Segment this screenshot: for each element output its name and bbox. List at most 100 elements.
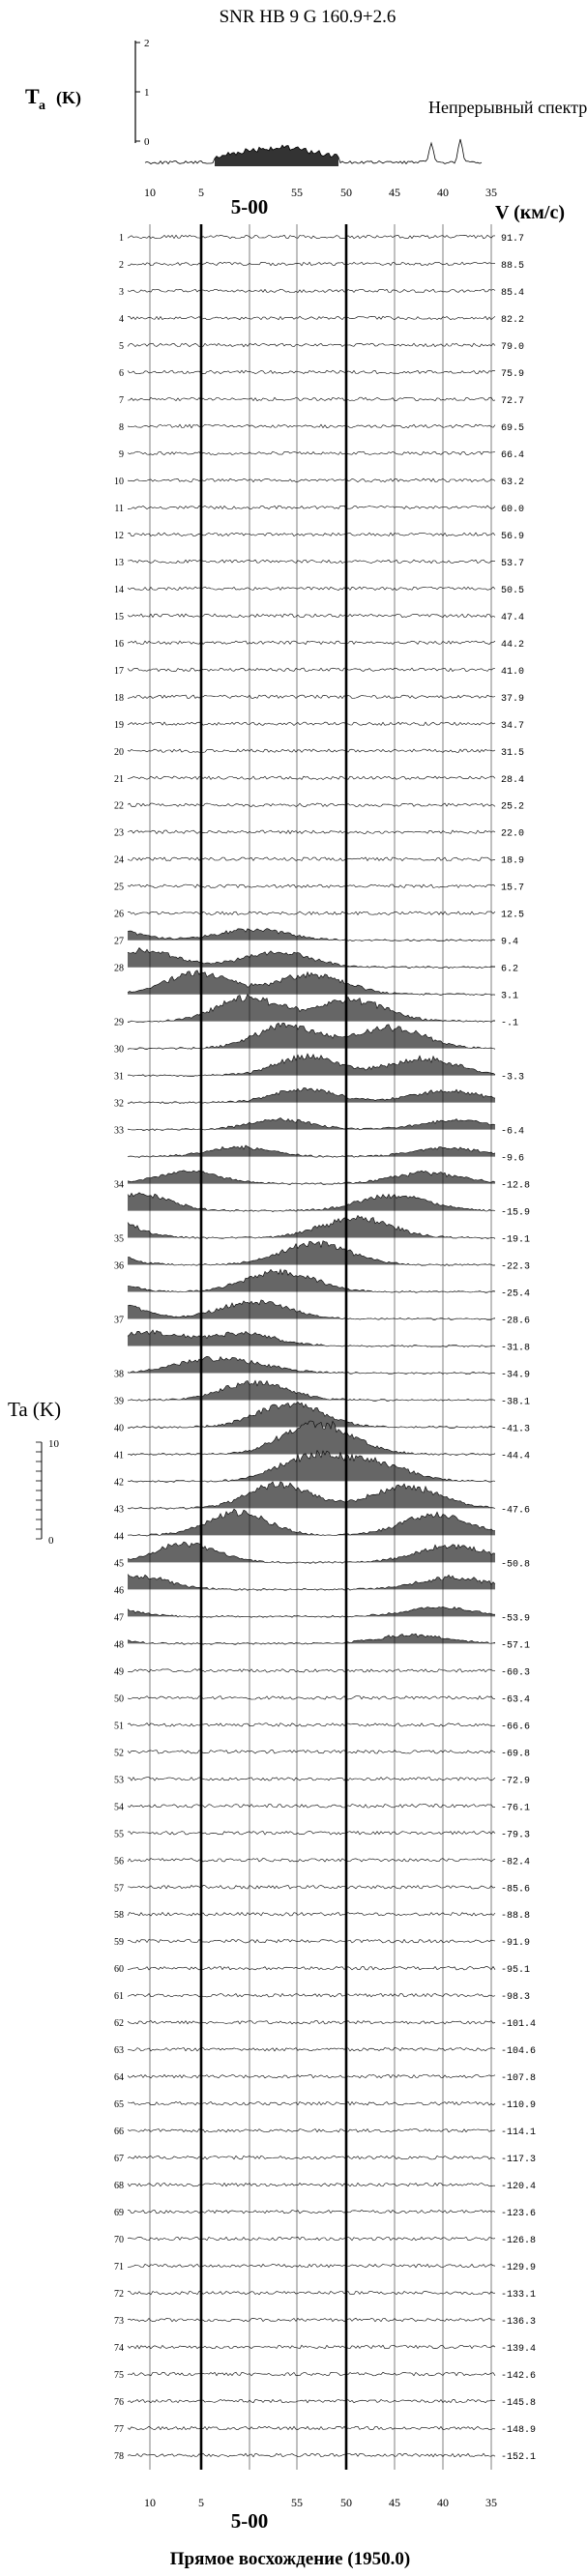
channel-row: 37 -28.6 [114, 1299, 530, 1327]
channel-spectrum [127, 1668, 496, 1673]
channel-velocity: -72.9 [501, 1776, 530, 1786]
channel-number: 67 [114, 2154, 124, 2164]
channel-spectrum [127, 802, 496, 807]
channel-spectrum [127, 532, 496, 537]
channel-number: 15 [114, 612, 124, 622]
channel-number: 72 [114, 2289, 124, 2300]
channel-spectrum [127, 2263, 496, 2269]
channel-spectrum [127, 342, 496, 348]
channel-velocity: -53.9 [501, 1613, 530, 1624]
channel-row: 44 [114, 1508, 496, 1542]
channel-spectrum [127, 586, 496, 591]
channel-velocity: -25.4 [501, 1289, 530, 1300]
emission-fill [128, 947, 495, 969]
channel-number: 43 [114, 1504, 124, 1515]
channel-number: 47 [114, 1612, 124, 1623]
channel-velocity: -107.8 [501, 2073, 536, 2084]
channel-number: 9 [119, 449, 124, 460]
channel-spectrum [127, 2452, 496, 2458]
channel-velocity: -139.4 [501, 2344, 536, 2355]
emission-fill [128, 1117, 495, 1131]
channel-velocity: 9.4 [501, 938, 518, 948]
channel-velocity: -69.8 [501, 1749, 530, 1759]
channel-number: 32 [114, 1099, 124, 1110]
channel-row: 21 28.4 [114, 774, 524, 786]
channel-row: 17 41.0 [114, 666, 524, 678]
channel-spectrum [127, 775, 496, 780]
channel-spectrum [127, 1541, 496, 1564]
channel-number: 29 [114, 1018, 124, 1028]
channel-row: 69 -123.6 [114, 2208, 536, 2219]
channel-row: 22 25.2 [114, 801, 524, 813]
channel-number: 60 [114, 1964, 124, 1975]
channel-spectrum [127, 1401, 496, 1429]
channel-number: 3 [119, 287, 124, 298]
channel-spectrum [127, 1192, 496, 1212]
channel-row: 16 44.2 [114, 639, 524, 651]
channel-spectrum [127, 883, 496, 888]
channel-number: 49 [114, 1666, 124, 1677]
emission-fill [128, 1402, 495, 1429]
channel-velocity: -145.8 [501, 2398, 536, 2409]
channel-row: 14 50.5 [114, 585, 524, 596]
channel-spectrum [127, 505, 496, 510]
channel-spectrum [127, 667, 496, 672]
channel-row: 32 [114, 1087, 496, 1110]
channel-row: 11 60.0 [114, 504, 524, 515]
channel-number: 36 [114, 1261, 124, 1272]
channel-number: 41 [114, 1450, 124, 1461]
channel-spectrum [127, 829, 496, 835]
channel-velocity: -57.1 [501, 1640, 530, 1651]
channel-velocity: 41.0 [501, 667, 524, 678]
channel-number: 42 [114, 1477, 124, 1488]
channel-spectrum [127, 369, 496, 375]
channel-spectrum [127, 1053, 496, 1077]
channel-velocity: -12.8 [501, 1181, 530, 1192]
channel-spectrum [127, 2236, 496, 2242]
ra-tick-label: 40 [437, 186, 449, 199]
channel-row: -31.8 [127, 1329, 530, 1354]
channel-velocity: -114.1 [501, 2127, 536, 2138]
channel-spectrum [127, 1329, 496, 1347]
channel-row: 68 -120.4 [114, 2181, 536, 2192]
channel-spectrum [127, 856, 496, 861]
channel-number: 30 [114, 1045, 124, 1056]
channel-velocity: -129.9 [501, 2263, 536, 2273]
channel-row: 43 -47.6 [114, 1481, 530, 1516]
channel-spectrum [127, 2073, 496, 2079]
channel-velocity: -15.9 [501, 1208, 530, 1219]
channel-row: 36 -22.3 [114, 1240, 530, 1273]
channel-number: 63 [114, 2045, 124, 2056]
channel-row: 19 34.7 [114, 720, 524, 732]
channel-row: -25.4 [127, 1268, 530, 1300]
scale-bar-tick-10: 10 [48, 1438, 60, 1450]
ra-tick-label: 55 [291, 2496, 303, 2509]
emission-fill [128, 1299, 495, 1320]
emission-fill [128, 1269, 495, 1293]
channel-velocity: 6.2 [501, 965, 518, 975]
channel-row: 75 -142.6 [114, 2370, 536, 2382]
channel-velocity: 56.9 [501, 532, 524, 542]
channel-row: 29 -.1 [114, 993, 518, 1029]
channel-spectrum [127, 1831, 496, 1836]
channel-spectrum [127, 1508, 496, 1537]
channel-rows: 1 91.72 88.53 85.44 82.25 79.06 75.97 72.78 69.5… [114, 233, 536, 2463]
channel-velocity: -123.6 [501, 2209, 536, 2219]
channel-velocity: -28.6 [501, 1317, 530, 1327]
channel-number: 33 [114, 1126, 124, 1137]
channel-row: 15 47.4 [114, 612, 524, 623]
channel-number: 21 [114, 774, 124, 785]
emission-fill [128, 1215, 495, 1239]
channel-spectrum [127, 1379, 496, 1402]
channel-number: 27 [114, 937, 124, 947]
channel-spectrum [127, 423, 496, 429]
channel-velocity: -85.6 [501, 1884, 530, 1895]
channel-row: 78 -152.1 [114, 2451, 536, 2463]
channel-number: 45 [114, 1558, 124, 1569]
channel-row: 47 -53.9 [114, 1606, 530, 1624]
channel-number: 77 [114, 2424, 124, 2435]
top-y-tick-label-2: 2 [144, 38, 150, 49]
channel-number: 44 [114, 1531, 124, 1542]
emission-fill [128, 970, 495, 996]
channel-velocity: -38.1 [501, 1397, 530, 1407]
